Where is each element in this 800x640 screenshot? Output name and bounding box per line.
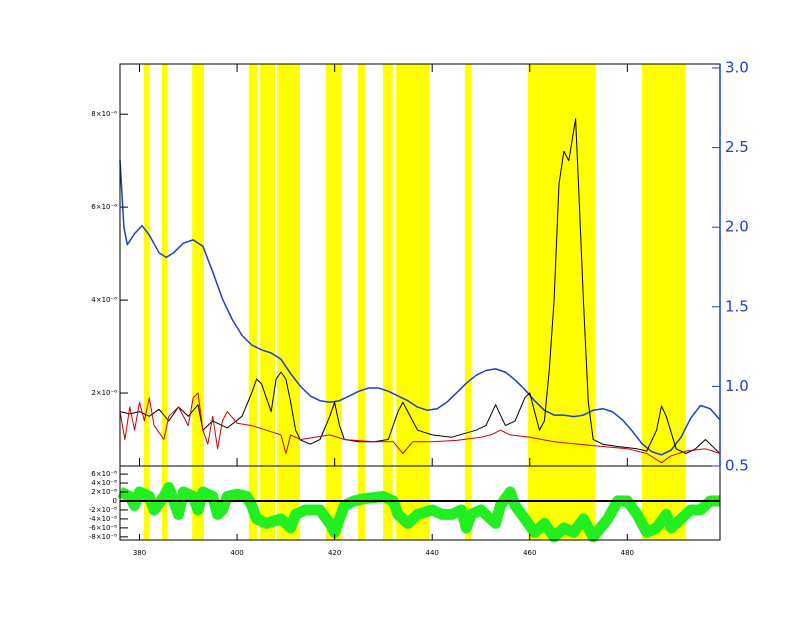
highlight-band — [161, 64, 168, 540]
y-tick-label: 6×10⁻⁸ — [91, 470, 117, 478]
y-tick-label: 8×10⁻⁶ — [91, 110, 117, 118]
x-tick-label: 480 — [621, 549, 634, 557]
y2-tick-label: 1.5 — [725, 297, 749, 315]
data-line — [119, 118, 721, 454]
highlight-band — [248, 64, 258, 540]
y-tick-label: 0 — [113, 497, 117, 505]
data-line — [117, 482, 720, 543]
y-tick-label: 2×10⁻⁶ — [91, 389, 117, 397]
data-line — [119, 160, 721, 456]
y-tick-label: 4×10⁻⁶ — [91, 296, 117, 304]
y2-tick-label: 2.0 — [725, 218, 749, 236]
y2-tick-label: 3.0 — [725, 58, 749, 76]
y-tick-label: 2×10⁻⁸ — [91, 488, 117, 496]
y-tick-label: -2×10⁻⁸ — [89, 506, 117, 514]
x-tick-label: 380 — [133, 549, 146, 557]
highlight-band — [143, 64, 150, 540]
y-tick-label: -6×10⁻⁸ — [89, 524, 117, 532]
highlight-band — [527, 64, 596, 540]
y2-tick-label: 0.5 — [725, 457, 749, 475]
highlight-band — [277, 64, 300, 540]
highlight-band — [396, 64, 430, 540]
y-tick-label: -4×10⁻⁸ — [89, 515, 117, 523]
x-tick-label: 440 — [426, 549, 439, 557]
highlight-band — [358, 64, 365, 540]
data-line — [119, 392, 721, 464]
highlight-band — [325, 64, 342, 540]
y-tick-label: 4×10⁻⁸ — [91, 479, 117, 487]
plot-frame — [119, 465, 721, 541]
y2-tick-label: 1.0 — [725, 377, 749, 395]
y2-tick-label: 2.5 — [725, 138, 749, 156]
highlight-band — [192, 64, 204, 540]
x-tick-label: 460 — [523, 549, 536, 557]
y-tick-label: 6×10⁻⁶ — [91, 203, 117, 211]
x-tick-label: 420 — [328, 549, 341, 557]
highlight-band — [641, 64, 686, 540]
highlight-band — [464, 64, 472, 540]
highlight-band — [382, 64, 393, 540]
highlight-band — [260, 64, 276, 540]
y-tick-label: -8×10⁻⁸ — [89, 533, 117, 541]
x-tick-label: 400 — [230, 549, 243, 557]
